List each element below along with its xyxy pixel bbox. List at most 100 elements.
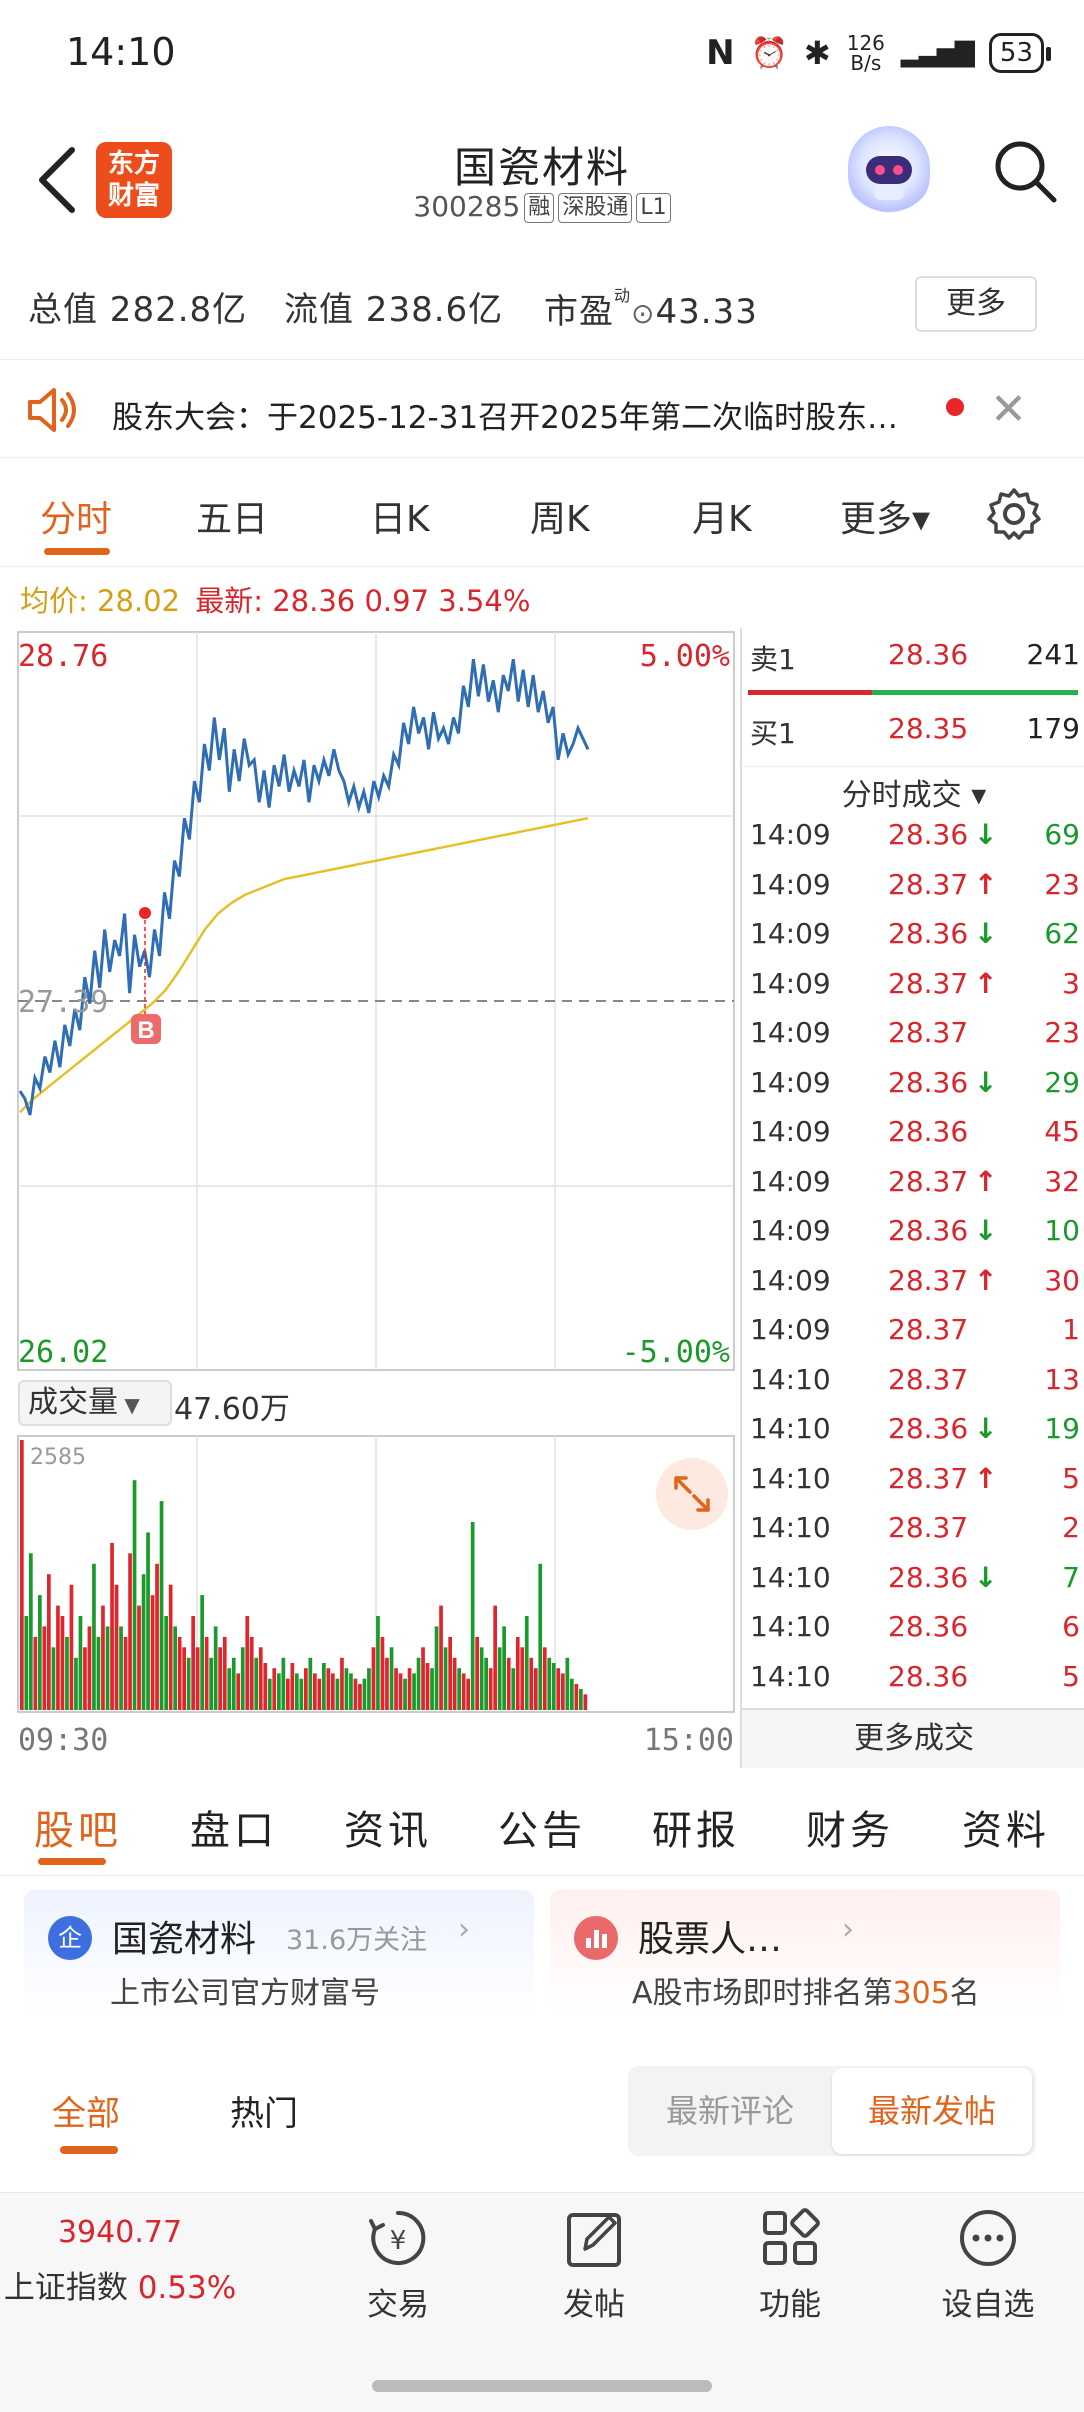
- tab-daily-k[interactable]: 日K: [370, 499, 430, 540]
- volume-selector[interactable]: 成交量 ▼: [18, 1380, 172, 1426]
- volume-bar: [439, 1605, 443, 1710]
- grid-icon: [763, 2208, 820, 2265]
- volume-bar: [304, 1668, 308, 1710]
- close-icon[interactable]: ✕: [990, 384, 1027, 435]
- volume-bar: [389, 1647, 394, 1710]
- tab-intraday[interactable]: 分时: [40, 499, 113, 540]
- trade-row: 14:10 28.37 ↑ 5: [742, 1462, 1084, 1512]
- volume-bar: [565, 1657, 570, 1710]
- pe-info-icon[interactable]: ⊙: [631, 297, 656, 330]
- volume-bar: [195, 1647, 200, 1710]
- card-left-title: 国瓷材料: [112, 1919, 257, 1960]
- ranking-chart-icon: [574, 1916, 618, 1960]
- volume-bar: [511, 1668, 516, 1710]
- active-tab-underline: [44, 548, 110, 555]
- filter-hot[interactable]: 热门: [230, 2094, 298, 2134]
- battery-indicator: 53: [988, 33, 1052, 73]
- trade-volume: 23: [1044, 1016, 1080, 1049]
- volume-bar: [96, 1636, 101, 1710]
- trade-price: 28.36: [888, 1610, 969, 1643]
- arrow-down-icon: ↓: [974, 917, 998, 950]
- trades-dropdown[interactable]: 分时成交 ▾: [841, 778, 987, 813]
- expand-button[interactable]: [656, 1458, 728, 1530]
- tab-more[interactable]: 更多▾: [840, 499, 931, 540]
- trade-volume: 13: [1044, 1362, 1080, 1396]
- svg-text:¥: ¥: [390, 2226, 407, 2256]
- volume-bar: [353, 1678, 358, 1710]
- home-indicator[interactable]: [372, 2380, 712, 2392]
- stock-subtitle: 300285 融深股通 L1: [0, 190, 1084, 223]
- arrow-up-icon: ↑: [974, 1263, 998, 1297]
- volume-bar: [24, 1616, 29, 1710]
- trade-row: 14:09 28.37 ↑ 32: [742, 1165, 1084, 1215]
- x-label-close: 15:00: [644, 1723, 734, 1758]
- volume-bar: [412, 1673, 416, 1710]
- buy-marker-badge[interactable]: [131, 1014, 161, 1044]
- volume-bar: [137, 1605, 141, 1710]
- volume-bar: [380, 1636, 385, 1710]
- gear-icon[interactable]: [986, 486, 1042, 542]
- tab-news[interactable]: 资讯: [344, 1808, 432, 1854]
- trade-volume: 30: [1044, 1263, 1080, 1297]
- y-pct-low: -5.00%: [622, 1335, 730, 1370]
- sell1-row[interactable]: 卖1 28.36 241: [742, 638, 1084, 688]
- buy1-row[interactable]: 买1 28.35 179: [742, 712, 1084, 762]
- tab-five-day[interactable]: 五日: [196, 499, 269, 540]
- active-tab-underline: [38, 1858, 106, 1865]
- logo-line1: 东方: [107, 149, 160, 179]
- trade-price: 28.37: [888, 1362, 969, 1396]
- more-trades-button[interactable]: 更多成交: [742, 1708, 1084, 1768]
- volume-bar: [533, 1668, 538, 1710]
- sort-latest-comment[interactable]: 最新评论: [665, 2092, 794, 2130]
- trade-row: 14:10 28.36 ↓ 7: [742, 1561, 1084, 1611]
- tab-financials[interactable]: 财务: [806, 1808, 894, 1854]
- volume-max-label: 2585: [30, 1445, 86, 1470]
- sort-latest-post[interactable]: 最新发帖: [832, 2068, 1032, 2154]
- latest-price: 最新: 28.36 0.97 3.54%: [195, 584, 531, 618]
- intraday-chart[interactable]: B 28.76 27.39 26.02 5.00% -5.00% 2585 09…: [0, 628, 740, 1768]
- volume-bar: [38, 1595, 42, 1710]
- tab-research[interactable]: 研报: [652, 1808, 740, 1854]
- index-value: 3940.77: [57, 2215, 183, 2250]
- official-account-card[interactable]: 企 国瓷材料 31.6万关注 › 上市公司官方财富号: [24, 1890, 534, 2014]
- nav-trade[interactable]: ¥ 交易: [328, 2207, 468, 2324]
- trade-price: 28.36: [888, 1560, 969, 1594]
- volume-bar: [101, 1605, 105, 1710]
- app-logo[interactable]: 东方 财富: [96, 142, 172, 218]
- volume-bar: [78, 1616, 83, 1710]
- trade-price: 28.36: [888, 1412, 969, 1445]
- tab-weekly-k[interactable]: 周K: [530, 499, 590, 540]
- filter-all[interactable]: 全部: [52, 2094, 120, 2134]
- nav-function[interactable]: 功能: [720, 2207, 860, 2324]
- tab-guba[interactable]: 股吧: [34, 1808, 122, 1854]
- arrow-up-icon: ↑: [974, 1461, 998, 1495]
- robot-avatar[interactable]: [848, 126, 930, 216]
- volume-bar: [42, 1626, 47, 1710]
- back-icon[interactable]: [28, 140, 88, 220]
- volume-bar: [570, 1678, 574, 1710]
- trade-volume: 10: [1044, 1214, 1080, 1247]
- index-widget[interactable]: 3940.77 上证指数 0.53%: [0, 2215, 240, 2307]
- volume-bar: [69, 1584, 74, 1710]
- tab-announcements[interactable]: 公告: [498, 1808, 586, 1854]
- tab-monthly-k[interactable]: 月K: [692, 499, 752, 540]
- volume-bar: [60, 1616, 65, 1710]
- trade-volume: 29: [1044, 1065, 1080, 1099]
- pe-value: 43.33: [655, 292, 758, 332]
- volume-bar: [29, 1553, 33, 1710]
- stock-name: 国瓷材料: [453, 143, 630, 192]
- search-icon[interactable]: [990, 136, 1060, 206]
- tab-profile[interactable]: 资料: [962, 1808, 1050, 1854]
- more-stats-button[interactable]: 更多: [915, 276, 1037, 332]
- tab-orderbook[interactable]: 盘口: [190, 1808, 278, 1854]
- stock-person-card[interactable]: 股票人… › A股市场即时排名第305名: [550, 1890, 1060, 2014]
- trade-price: 28.37: [888, 1016, 969, 1049]
- nav-post[interactable]: 发帖: [524, 2207, 664, 2324]
- arrow-down-icon: ↓: [974, 818, 998, 851]
- volume-bar: [542, 1647, 547, 1710]
- nav-set-watch[interactable]: 设自选: [918, 2207, 1058, 2324]
- notice-bar[interactable]: 股东大会：于2025-12-31召开2025年第二次临时股东… ✕: [0, 362, 1084, 458]
- volume-bar: [430, 1668, 434, 1710]
- volume-bar: [245, 1616, 250, 1710]
- price-summary: 均价: 28.02 最新: 28.36 0.97 3.54%: [20, 578, 530, 620]
